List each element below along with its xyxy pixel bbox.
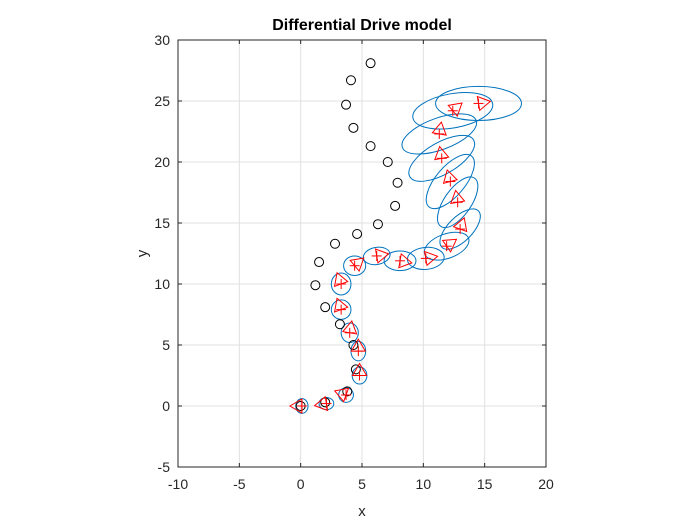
- covariance-ellipse: [439, 208, 481, 250]
- x-tick-label: 5: [358, 476, 366, 492]
- plot-area: [288, 58, 522, 414]
- covariance-ellipse: [435, 85, 522, 122]
- x-tick-label: -10: [168, 476, 188, 492]
- covariance-ellipse: [412, 92, 494, 130]
- covariance-ellipse: [383, 250, 417, 272]
- y-tick-label: -5: [158, 459, 171, 475]
- grid: [177, 39, 547, 468]
- landmark-marker: [365, 141, 376, 152]
- landmark-marker: [348, 340, 359, 350]
- y-tick-label: 20: [154, 154, 170, 170]
- chart-title: Differential Drive model: [272, 17, 452, 34]
- landmark-marker: [352, 228, 363, 239]
- x-axis-label: x: [358, 503, 366, 520]
- landmark-marker: [320, 302, 331, 313]
- landmark-marker: [348, 122, 359, 133]
- landmark-marker: [341, 99, 352, 110]
- y-tick-label: 15: [154, 215, 170, 231]
- landmark-marker: [314, 257, 325, 268]
- landmark-marker: [350, 364, 361, 375]
- covariance-ellipse: [330, 272, 352, 296]
- landmark-marker: [345, 75, 356, 86]
- y-axis-label: y: [134, 249, 151, 257]
- landmark-marker: [365, 58, 376, 69]
- covariance-ellipse: [330, 299, 352, 320]
- landmark-marker: [392, 177, 403, 188]
- landmark-marker: [372, 219, 383, 230]
- y-tick-label: 25: [154, 93, 170, 109]
- landmark-marker: [310, 280, 321, 291]
- x-tick-label: 15: [477, 476, 493, 492]
- covariance-ellipse: [343, 255, 367, 276]
- landmark-marker: [390, 200, 401, 211]
- covariance-ellipse: [425, 153, 475, 210]
- x-tick-label: 10: [416, 476, 432, 492]
- landmark-marker: [334, 319, 345, 330]
- landmark-marker: [330, 238, 341, 249]
- x-tick-label: 0: [297, 476, 305, 492]
- x-tick-label: -5: [233, 476, 246, 492]
- landmark-marker: [382, 157, 393, 167]
- covariance-ellipse: [437, 176, 479, 229]
- y-tick-label: 30: [154, 32, 170, 48]
- x-tick-label: 20: [538, 476, 554, 492]
- landmark-marker: [342, 386, 353, 397]
- y-tick-label: 5: [162, 337, 170, 353]
- y-tick-label: 0: [162, 398, 170, 414]
- covariance-ellipse: [406, 246, 445, 270]
- y-tick-label: 10: [154, 276, 170, 292]
